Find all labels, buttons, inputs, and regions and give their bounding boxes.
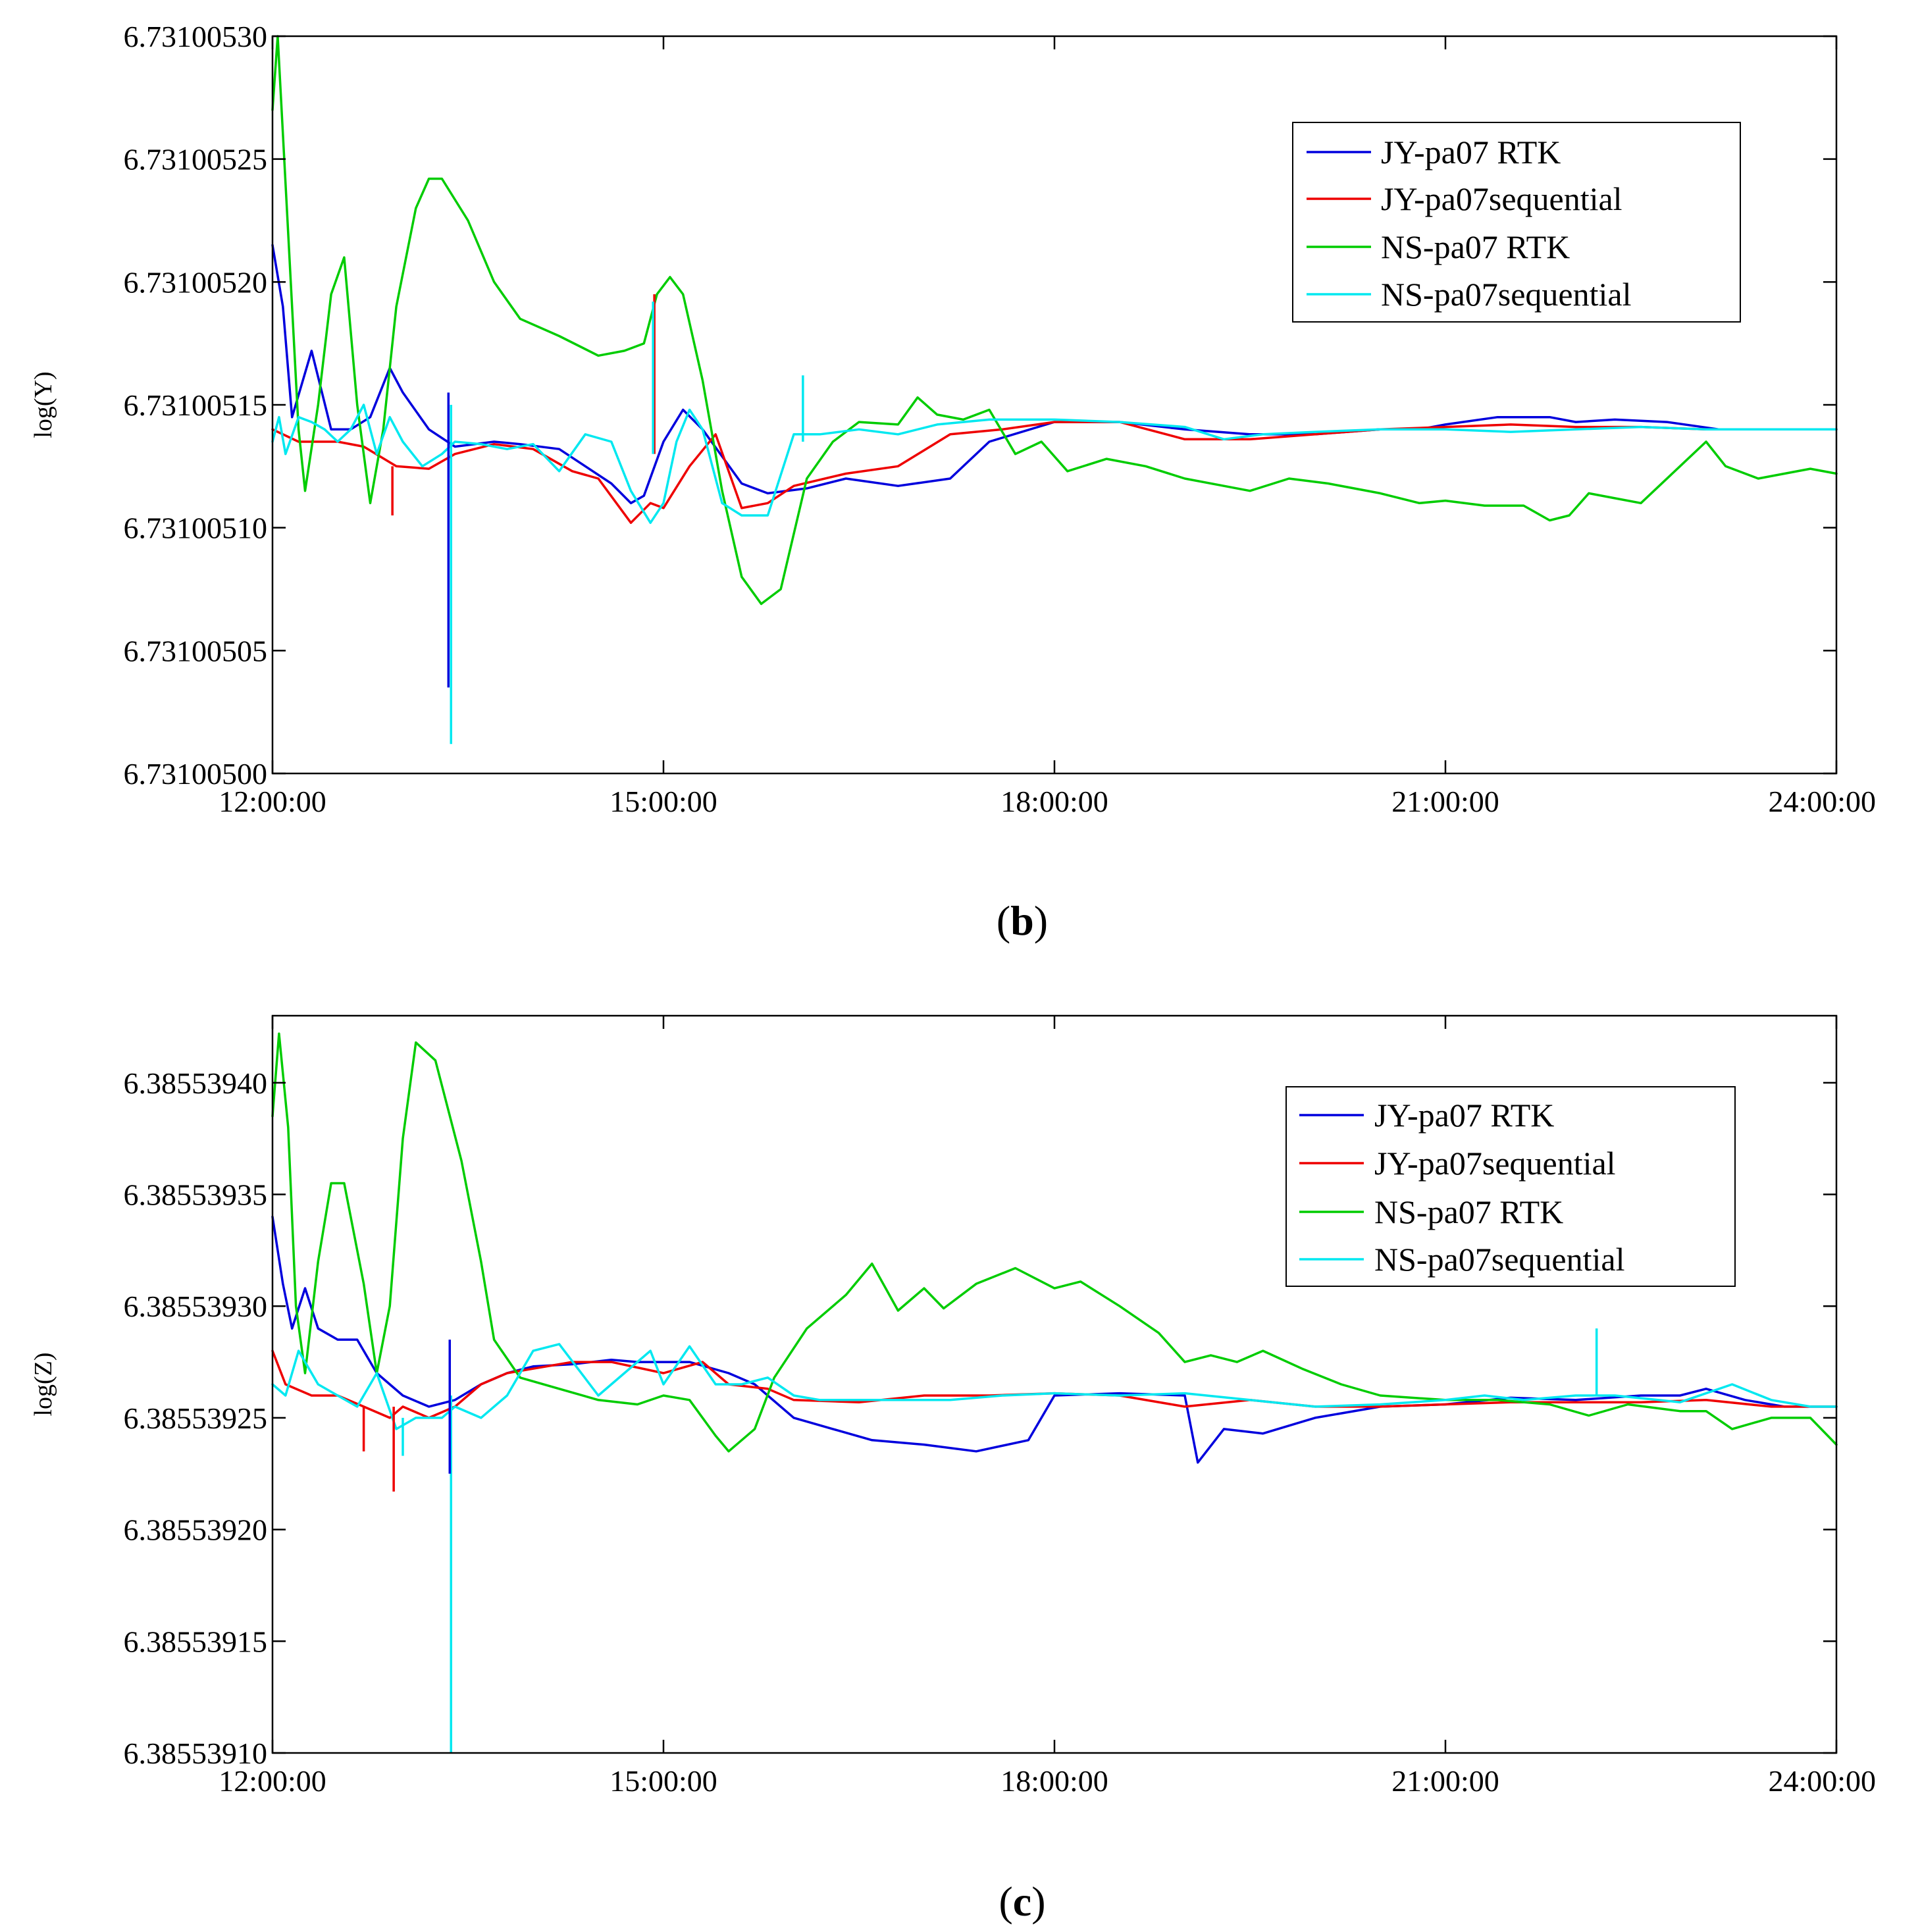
x-tick-label-c: 21:00:00 — [1391, 1764, 1499, 1798]
ticks-layer-c: 6.38553910 6.38553915 6.38553920 6.38553925… — [124, 1016, 1876, 1798]
series-line-ns-rtk-c — [271, 1032, 1838, 1453]
legend-label-jy-seq-c: JY-pa07sequential — [1374, 1145, 1616, 1182]
chart-panel-c: 6.38553910 6.38553915 6.38553920 6.38553925… — [30, 1014, 1876, 1925]
y-tick-label-c: 6.38553910 — [124, 1736, 268, 1770]
legend-label-jy-seq-b: JY-pa07sequential — [1381, 180, 1622, 217]
y-tick-label-b: 6.73100505 — [124, 634, 268, 667]
legend-c: JY-pa07 RTK JY-pa07sequential NS-pa07 RT… — [1285, 1086, 1736, 1287]
legend-box-c — [1285, 1086, 1736, 1287]
caption-letter-b: b — [1010, 897, 1034, 944]
y-tick-label-c: 6.38553920 — [124, 1513, 268, 1547]
x-tick-label-c: 12:00:00 — [219, 1764, 326, 1798]
series-layer-b — [271, 35, 1838, 744]
legend-box-b — [1292, 122, 1741, 323]
x-tick-label-c: 24:00:00 — [1768, 1764, 1876, 1798]
y-tick-label-b: 6.73100510 — [124, 511, 268, 545]
y-tick-label-c: 6.38553930 — [124, 1290, 268, 1323]
ticks-layer-b: 6.73100500 6.73100505 6.73100510 6.73100515… — [124, 20, 1877, 818]
y-tick-label-b: 6.73100520 — [124, 265, 268, 299]
series-line-jy-rtk-b — [271, 244, 1838, 505]
y-tick-label-c: 6.38553935 — [124, 1178, 268, 1212]
x-tick-label-b: 24:00:00 — [1768, 785, 1876, 818]
series-line-jy-seq-b — [271, 421, 1838, 524]
legend-label-ns-seq-c: NS-pa07sequential — [1374, 1241, 1624, 1278]
y-tick-label-c: 6.38553925 — [124, 1401, 268, 1435]
legend-label-ns-rtk-c: NS-pa07 RTK — [1374, 1193, 1563, 1230]
legend-label-ns-rtk-b: NS-pa07 RTK — [1381, 228, 1570, 265]
y-axis-label-c: log(Z) — [30, 1352, 57, 1416]
y-tick-label-b: 6.73100530 — [124, 20, 268, 53]
y-tick-label-b: 6.73100525 — [124, 143, 268, 176]
x-tick-label-c: 18:00:00 — [1000, 1764, 1108, 1798]
x-tick-label-c: 15:00:00 — [610, 1764, 717, 1798]
series-line-ns-seq-b — [271, 404, 1838, 524]
caption-b: (b) — [997, 897, 1048, 944]
caption-c: (c) — [999, 1878, 1045, 1925]
y-tick-label-b: 6.73100515 — [124, 388, 268, 422]
series-layer-c — [271, 1032, 1838, 1753]
y-tick-label-b: 6.73100500 — [124, 757, 268, 791]
y-tick-label-c: 6.38553940 — [124, 1066, 268, 1100]
legend-label-jy-rtk-b: JY-pa07 RTK — [1381, 134, 1561, 170]
series-line-jy-rtk-c — [271, 1215, 1838, 1464]
x-tick-label-b: 15:00:00 — [610, 785, 717, 818]
series-line-jy-seq-c — [271, 1349, 1838, 1419]
legend-label-jy-rtk-c: JY-pa07 RTK — [1374, 1097, 1554, 1134]
x-tick-label-b: 21:00:00 — [1391, 785, 1499, 818]
caption-letter-c: c — [1013, 1878, 1031, 1925]
x-tick-label-b: 12:00:00 — [219, 785, 326, 818]
y-tick-label-c: 6.38553915 — [124, 1625, 268, 1658]
legend-b: JY-pa07 RTK JY-pa07sequential NS-pa07 RT… — [1292, 122, 1741, 323]
y-axis-label-b: log(Y) — [30, 371, 57, 438]
legend-label-ns-seq-b: NS-pa07sequential — [1381, 276, 1631, 313]
x-tick-label-b: 18:00:00 — [1000, 785, 1108, 818]
chart-panel-b: 6.73100500 6.73100505 6.73100510 6.73100515… — [30, 20, 1876, 944]
